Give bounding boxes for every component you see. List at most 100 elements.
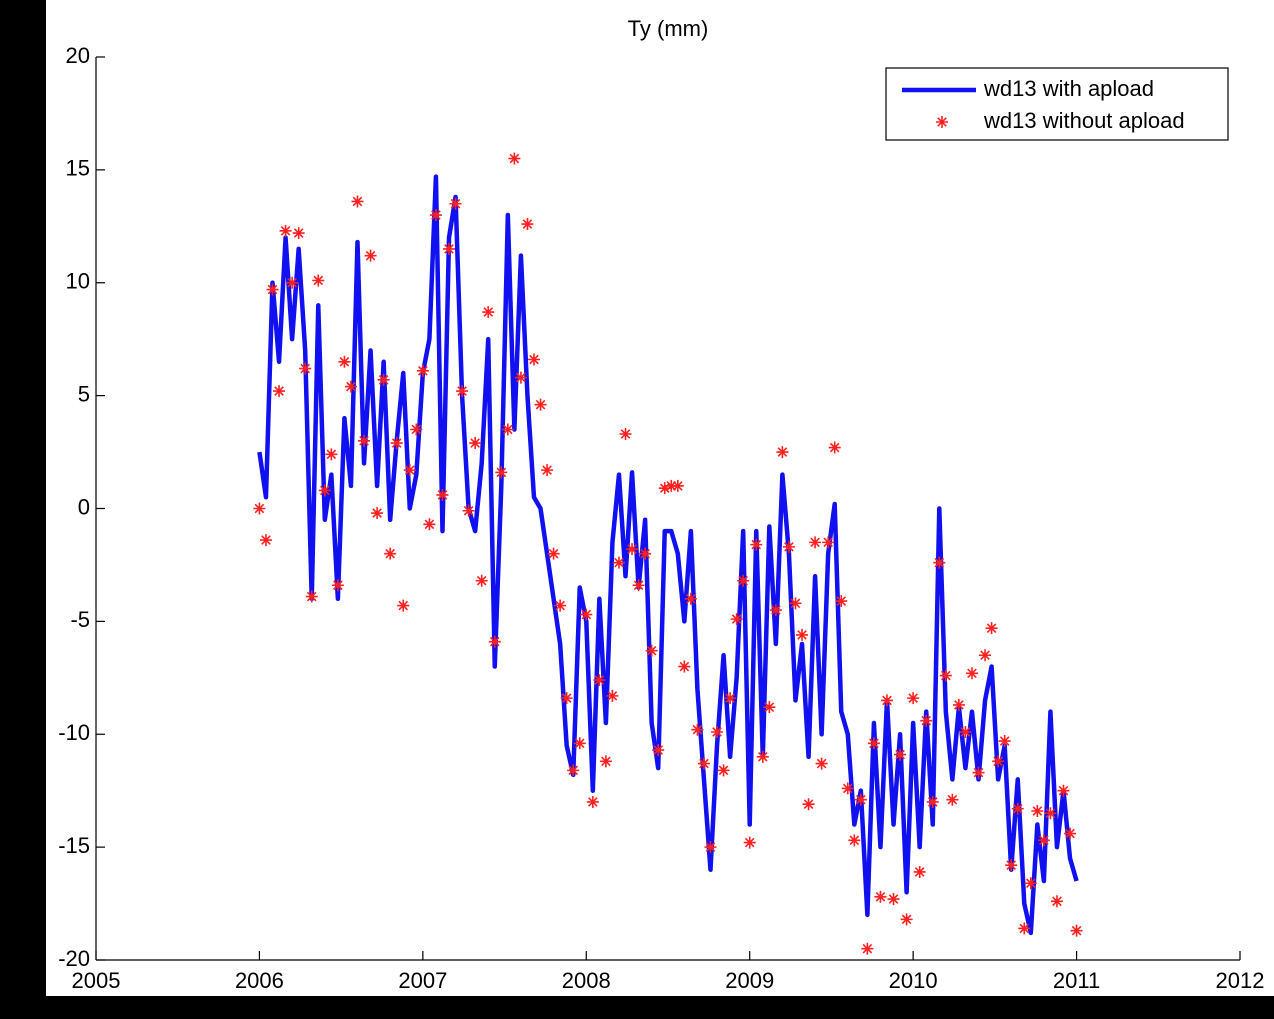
data-point <box>959 725 972 738</box>
data-point <box>325 448 338 461</box>
data-point <box>626 543 639 556</box>
data-point <box>1011 802 1024 815</box>
data-point <box>1005 859 1018 872</box>
data-point <box>384 547 397 560</box>
data-point <box>946 793 959 806</box>
data-point <box>521 218 534 231</box>
data-point <box>665 479 678 492</box>
y-tick-label: 0 <box>78 494 90 519</box>
data-point <box>887 893 900 906</box>
data-point <box>273 385 286 398</box>
data-point <box>619 428 632 441</box>
data-point <box>527 353 540 366</box>
data-point <box>724 692 737 705</box>
data-point <box>449 197 462 210</box>
x-tick-label: 2010 <box>889 968 938 993</box>
data-point <box>599 755 612 768</box>
data-point <box>972 766 985 779</box>
data-point <box>259 534 272 547</box>
data-point <box>854 793 867 806</box>
data-point <box>750 538 763 551</box>
data-point <box>364 249 377 262</box>
data-point <box>1044 807 1057 820</box>
data-point <box>985 622 998 635</box>
y-tick-label: -10 <box>58 720 90 745</box>
frame-edge <box>0 996 1274 1019</box>
data-point <box>796 628 809 641</box>
data-point <box>711 725 724 738</box>
data-point <box>429 209 442 222</box>
data-point <box>789 597 802 610</box>
data-point <box>390 437 403 450</box>
x-tick-label: 2005 <box>72 968 121 993</box>
data-point <box>894 748 907 761</box>
data-point <box>867 737 880 750</box>
plot-area <box>253 152 1083 955</box>
data-point <box>482 306 495 319</box>
data-point <box>286 276 299 289</box>
data-point <box>1070 924 1083 937</box>
data-point <box>1024 877 1037 890</box>
data-point <box>900 913 913 926</box>
data-point <box>848 834 861 847</box>
data-point <box>423 518 436 531</box>
data-point <box>678 660 691 673</box>
data-point <box>776 446 789 459</box>
data-point <box>377 373 390 386</box>
data-point <box>913 865 926 878</box>
y-tick-label: -15 <box>58 833 90 858</box>
data-point <box>501 423 514 436</box>
data-point <box>691 723 704 736</box>
data-point <box>1037 834 1050 847</box>
data-point <box>632 579 645 592</box>
data-point <box>809 536 822 549</box>
data-point <box>920 714 933 727</box>
data-point <box>351 195 364 208</box>
data-point <box>580 608 593 621</box>
data-point <box>397 599 410 612</box>
data-point <box>965 667 978 680</box>
data-point <box>880 694 893 707</box>
data-point <box>488 635 501 648</box>
y-tick-label: 10 <box>66 269 90 294</box>
data-point <box>1031 805 1044 818</box>
data-point <box>318 484 331 497</box>
data-point <box>573 737 586 750</box>
data-point <box>639 547 652 560</box>
data-point <box>331 579 344 592</box>
data-point <box>338 355 351 368</box>
data-point <box>495 466 508 479</box>
data-point <box>560 692 573 705</box>
data-point <box>743 836 756 849</box>
data-point <box>907 692 920 705</box>
data-point <box>652 744 665 757</box>
data-point <box>769 604 782 617</box>
x-tick-label: 2008 <box>562 968 611 993</box>
x-tick-label: 2007 <box>398 968 447 993</box>
frame-edge <box>0 0 46 1019</box>
x-tick-label: 2012 <box>1216 968 1265 993</box>
data-point <box>462 504 475 517</box>
chart-title: Ty (mm) <box>628 16 709 41</box>
x-tick-label: 2006 <box>235 968 284 993</box>
data-point <box>835 595 848 608</box>
data-point <box>514 371 527 384</box>
data-point <box>606 689 619 702</box>
data-point <box>305 590 318 603</box>
data-point <box>658 482 671 495</box>
data-point <box>266 283 279 296</box>
data-point <box>456 385 469 398</box>
legend-marker <box>936 116 948 128</box>
y-tick-label: 5 <box>78 381 90 406</box>
data-point <box>1064 827 1077 840</box>
data-point <box>469 437 482 450</box>
data-point <box>671 479 684 492</box>
data-point <box>828 441 841 454</box>
data-point <box>299 362 312 375</box>
data-point <box>1018 922 1031 935</box>
data-point <box>612 556 625 569</box>
data-point <box>939 669 952 682</box>
data-point <box>861 942 874 955</box>
data-point <box>541 464 554 477</box>
